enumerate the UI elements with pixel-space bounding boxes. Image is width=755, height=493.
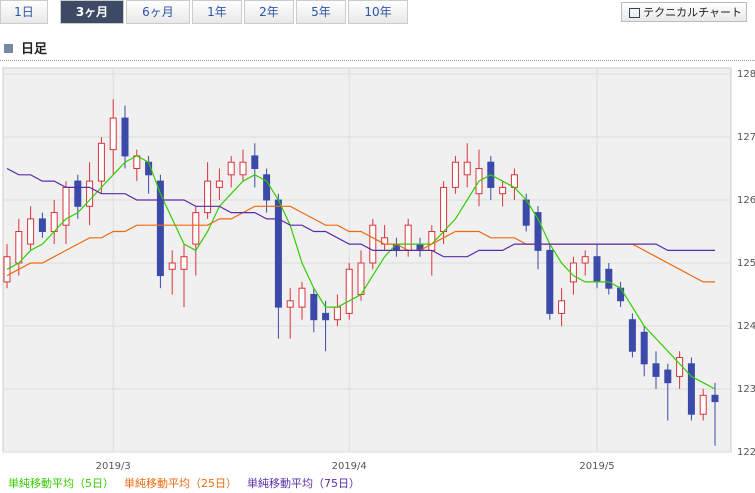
candle-body [369,224,377,264]
y-tick-label: 123 [737,384,755,395]
candle-body [133,155,141,169]
tab[interactable]: 2年 [244,0,294,24]
candle-body [451,161,459,188]
tab[interactable]: 1日 [0,0,48,24]
candle-body [440,186,448,232]
y-tick-label: 128 [737,69,755,80]
candle-body [298,287,306,308]
candle-body [428,231,436,251]
candle-body [593,256,601,283]
candle-body [310,294,318,321]
moving-average-line [6,155,716,390]
candle-body [664,369,672,384]
candle-body [345,268,353,314]
y-tick-label: 126 [737,195,755,206]
candle-body [652,363,660,377]
candle-body [699,394,707,415]
candle-body [156,180,164,277]
candle-body [357,262,365,295]
tab[interactable]: 10年 [348,0,408,24]
candle-body [86,180,94,207]
tab[interactable]: 5年 [296,0,346,24]
candle-body [286,300,294,308]
candle-body [687,363,695,415]
y-tick-label: 122 [737,447,755,458]
candle-body [333,306,341,321]
candle-body [546,249,554,314]
tab[interactable]: 6ヶ月 [126,0,190,24]
moving-average-line [6,167,715,258]
candle-body [97,142,105,182]
x-tick-label: 2019/5 [579,461,614,472]
candle-body [3,256,11,283]
candle-body [192,212,200,245]
tab[interactable]: 1年 [192,0,242,24]
legend-entry: 単純移動平均（5日） [8,476,114,490]
candle-body [617,287,625,302]
candle-body [215,180,223,188]
candle-body [711,394,719,403]
candle-body [322,312,330,321]
x-tick-label: 2019/3 [96,461,131,472]
y-tick-label: 125 [737,258,755,269]
candle-body [74,180,82,207]
candle-body [558,300,566,314]
y-tick-label: 124 [737,321,755,332]
candle-body [15,231,23,264]
legend-entry: 単純移動平均（25日） [124,476,237,490]
candle-body [569,262,577,283]
candle-body [676,357,684,377]
candle-body [180,256,188,270]
candle-body [251,155,259,169]
tab[interactable]: 3ヶ月 [60,0,124,24]
candle-body [605,268,613,289]
candle-body [534,212,542,251]
candle-body [463,161,471,176]
heading: 日足 [4,38,47,57]
technical-chart-button[interactable]: テクニカルチャート [621,2,747,22]
candle-body [168,262,176,270]
divider [0,60,755,61]
candle-body [204,180,212,214]
candle-body [263,174,271,201]
candle-body [38,218,46,232]
candle-body [404,224,412,251]
candle-body [640,331,648,365]
candle-body [27,218,35,245]
candle-body [499,186,507,195]
legend-entry: 単純移動平均（75日） [247,476,360,490]
tabs: 1日 3ヶ月 6ヶ月 1年 2年 5年 10年 [0,0,410,24]
candle-body [628,319,636,352]
candle-body [109,117,117,151]
candle-body [121,117,129,157]
candle-body [274,199,282,308]
candle-body [227,161,235,176]
y-tick-label: 127 [737,132,755,143]
x-tick-label: 2019/4 [332,461,367,472]
candle-body [510,174,518,188]
candle-body [581,256,589,264]
candle-body [239,161,247,176]
